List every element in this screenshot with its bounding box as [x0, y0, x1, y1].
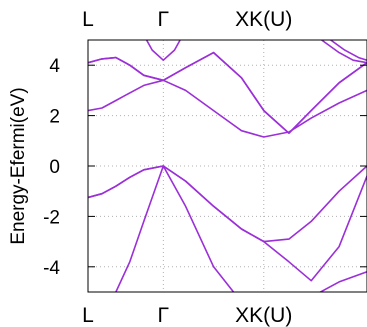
y-tick-label-0: 4 — [49, 56, 60, 77]
kpoint-label-bottom-2: XK(U) — [235, 304, 292, 327]
plot-border — [87, 39, 367, 293]
band-line-7 — [320, 40, 367, 64]
band-line-2 — [88, 165, 367, 243]
band-line-8 — [329, 40, 367, 61]
y-tick-label-3: -2 — [43, 207, 60, 228]
grid-lines — [88, 40, 367, 292]
axis-ticks — [88, 64, 367, 268]
y-axis-title: Energy-Efermi(eV) — [8, 87, 29, 244]
kpoint-label-top-2: XK(U) — [235, 8, 292, 31]
y-tick-label-1: 2 — [49, 107, 60, 128]
band-line-3 — [88, 79, 367, 138]
y-tick-label-2: 0 — [49, 157, 60, 178]
axis-labels: 4 2 0 -2 -4 L L Γ Γ XK(U) XK(U) — [43, 8, 292, 327]
band-line-0 — [114, 165, 367, 292]
band-lines — [88, 40, 367, 292]
band-line-6 — [145, 40, 182, 61]
kpoint-label-top-1: Γ — [158, 8, 170, 31]
kpoint-label-top-0: L — [82, 8, 94, 31]
y-tick-label-4: -4 — [43, 258, 60, 279]
kpoint-label-bottom-0: L — [82, 304, 94, 327]
kpoint-label-bottom-1: Γ — [158, 304, 170, 327]
plot-frame — [87, 39, 367, 293]
band-line-5 — [88, 51, 367, 134]
